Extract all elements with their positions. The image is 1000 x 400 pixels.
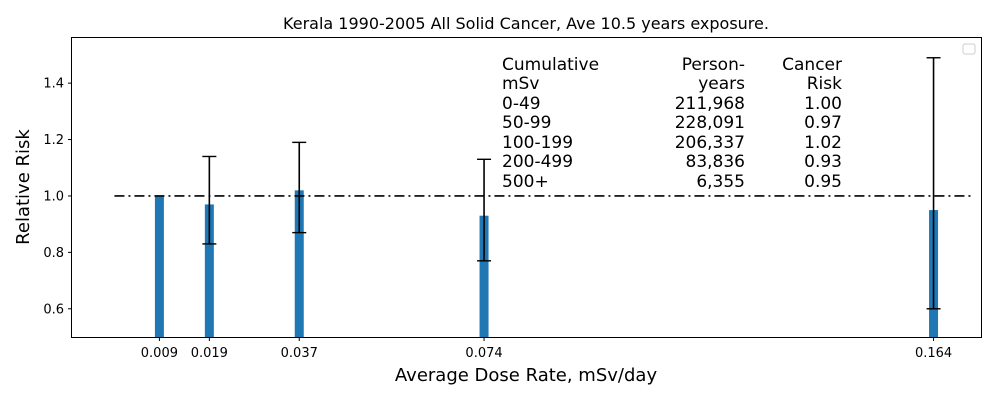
y-axis: 0.6 0.8 1.0 1.2 1.4 (43, 77, 72, 318)
x-tick-label: 0.009 (141, 346, 178, 361)
y-axis-label: Relative Risk (13, 129, 34, 245)
table-cell: 83,836 (686, 152, 745, 172)
table-cell: 1.02 (804, 133, 842, 153)
table-cell: 228,091 (675, 113, 745, 133)
table-cell: 0.93 (804, 152, 842, 172)
chart: Kerala 1990-2005 All Solid Cancer, Ave 1… (0, 0, 1000, 400)
table-cell: 0.97 (804, 113, 842, 133)
x-axis: 0.009 0.019 0.037 0.074 0.164 (141, 337, 952, 361)
table-header-col2-line1: Person- (682, 55, 745, 75)
x-axis-label: Average Dose Rate, mSv/day (395, 365, 658, 386)
table-cell: 50-99 (502, 113, 551, 133)
table-cell: 100-199 (502, 133, 573, 153)
table-header-col1-line1: Cumulative (502, 55, 599, 75)
table-header-col3-line1: Cancer (782, 55, 842, 75)
table-cell: 206,337 (675, 133, 745, 153)
y-tick-label: 1.2 (43, 133, 64, 148)
chart-title: Kerala 1990-2005 All Solid Cancer, Ave 1… (283, 14, 769, 33)
table-cell: 0.95 (804, 172, 842, 192)
legend-box (963, 44, 975, 54)
y-tick-label: 1.4 (43, 77, 64, 92)
table-cell: 500+ (502, 172, 549, 192)
y-tick-label: 0.8 (43, 246, 64, 261)
x-tick-label: 0.164 (915, 346, 952, 361)
x-tick-label: 0.037 (281, 346, 318, 361)
table-cell: 0-49 (502, 94, 541, 114)
data-table: Cumulative mSv Person- years Cancer Risk… (502, 55, 842, 192)
bar (155, 196, 164, 337)
table-header-col3-line2: Risk (807, 74, 842, 94)
x-tick-label: 0.074 (465, 346, 502, 361)
table-header-col1-line2: mSv (502, 74, 539, 94)
table-cell: 6,355 (696, 172, 745, 192)
table-cell: 211,968 (675, 94, 745, 114)
table-cell: 1.00 (804, 94, 842, 114)
y-tick-label: 1.0 (43, 189, 64, 204)
table-cell: 200-499 (502, 152, 573, 172)
table-header-col2-line2: years (698, 74, 745, 94)
x-tick-label: 0.019 (191, 346, 228, 361)
y-tick-label: 0.6 (43, 302, 64, 317)
bars (155, 190, 938, 337)
